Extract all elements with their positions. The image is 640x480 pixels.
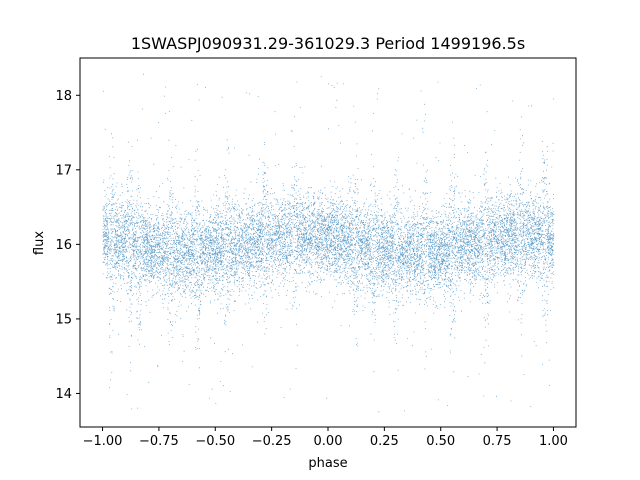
- x-axis-label: phase: [308, 456, 347, 471]
- y-tick-label: 17: [55, 163, 72, 178]
- scatter-points: [102, 73, 555, 413]
- data-points: [102, 73, 555, 413]
- y-axis-label: flux: [32, 231, 47, 255]
- y-tick-label: 15: [55, 312, 72, 327]
- x-tick-label: 0.25: [370, 434, 399, 449]
- y-tick-label: 18: [55, 89, 72, 104]
- x-tick-label: −0.75: [139, 434, 179, 449]
- x-tick-label: 0.50: [426, 434, 455, 449]
- x-tick-label: −1.00: [83, 434, 123, 449]
- y-tick-label: 14: [55, 387, 72, 402]
- x-tick-label: 0.00: [314, 434, 343, 449]
- x-tick-label: −0.50: [195, 434, 235, 449]
- x-tick-label: 1.00: [539, 434, 568, 449]
- chart-title: 1SWASPJ090931.29-361029.3 Period 1499196…: [131, 34, 525, 53]
- y-axis: 14 15 16 17 18: [55, 89, 80, 402]
- y-tick-label: 16: [55, 238, 72, 253]
- x-tick-label: −0.25: [252, 434, 292, 449]
- x-axis: −1.00 −0.75 −0.50 −0.25 0.00 0.25 0.50 0.75 1.00: [83, 427, 568, 449]
- x-tick-label: 0.75: [483, 434, 512, 449]
